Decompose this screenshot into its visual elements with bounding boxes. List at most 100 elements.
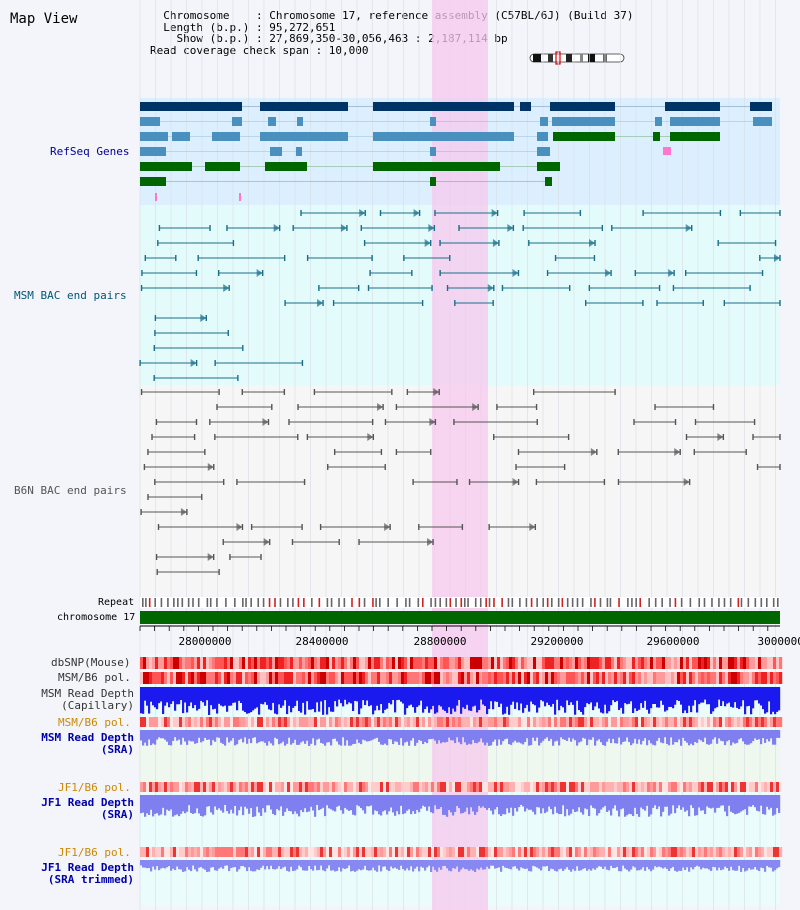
heat-cell — [641, 782, 645, 792]
depth-bar — [246, 687, 249, 714]
heat-cell — [590, 657, 594, 669]
heat-cell — [446, 717, 450, 727]
heat-cell — [506, 782, 510, 792]
heat-cell — [662, 672, 666, 684]
heat-cell — [278, 657, 282, 669]
depth-bar — [280, 687, 283, 708]
track-label-msm-depth-capillary[interactable]: MSM Read Depth (Capillary) — [41, 688, 134, 712]
track-label-jf1-depth-trimmed[interactable]: JF1 Read Depth (SRA trimmed) — [41, 862, 134, 886]
depth-bar — [392, 795, 395, 813]
heat-cell — [233, 782, 237, 792]
depth-bar — [466, 795, 469, 808]
heat-cell — [155, 847, 159, 857]
depth-bar — [332, 730, 335, 739]
heat-cell — [482, 672, 486, 684]
heat-cell — [167, 782, 171, 792]
depth-bar — [656, 860, 659, 868]
heat-cell — [254, 672, 258, 684]
depth-bar — [450, 730, 453, 741]
depth-bar — [614, 860, 617, 868]
depth-bar — [676, 730, 679, 743]
depth-bar — [704, 860, 707, 869]
depth-bar — [470, 860, 473, 870]
depth-bar — [450, 687, 453, 715]
track-label-msm-bac[interactable]: MSM BAC end pairs — [14, 289, 127, 302]
depth-bar — [160, 687, 163, 702]
depth-bar — [386, 730, 389, 746]
depth-bar — [674, 795, 677, 814]
heat-cell — [140, 657, 144, 669]
depth-bar — [732, 860, 735, 871]
heat-cell — [179, 847, 183, 857]
depth-bar — [676, 795, 679, 809]
refseq-genes[interactable] — [140, 102, 772, 201]
heat-cell — [185, 782, 189, 792]
heat-cell — [335, 782, 339, 792]
depth-bar — [522, 730, 525, 745]
depth-bar — [344, 687, 347, 700]
depth-bar — [474, 687, 477, 706]
depth-bar — [532, 730, 535, 738]
depth-bar — [736, 860, 739, 871]
heat-cell — [599, 657, 603, 669]
depth-bar — [428, 730, 431, 740]
depth-bar — [244, 730, 247, 738]
depth-bar — [144, 730, 147, 743]
depth-bar — [250, 730, 253, 744]
depth-bar — [374, 795, 377, 811]
heat-cell — [284, 847, 288, 857]
depth-bar — [744, 730, 747, 745]
depth-bar — [764, 730, 767, 743]
depth-bar — [238, 687, 241, 701]
depth-bar — [518, 687, 521, 711]
track-label-msm-pol-2[interactable]: MSM/B6 pol. — [58, 716, 131, 729]
heat-cell — [491, 672, 495, 684]
depth-bar — [270, 795, 273, 810]
track-label-jf1-depth-sra[interactable]: JF1 Read Depth (SRA) — [41, 797, 134, 821]
depth-bar — [724, 795, 727, 812]
track-label-b6n-bac[interactable]: B6N BAC end pairs — [14, 484, 127, 497]
heat-cell — [311, 717, 315, 727]
depth-bar — [222, 687, 225, 707]
heat-cell — [704, 672, 708, 684]
depth-bar — [398, 687, 401, 700]
depth-bar — [150, 730, 153, 746]
depth-bar — [492, 687, 495, 710]
depth-bar — [278, 687, 281, 705]
track-label-jf1-pol-1[interactable]: JF1/B6 pol. — [58, 781, 131, 794]
depth-bar — [642, 687, 645, 708]
heat-cell — [578, 717, 582, 727]
heat-cell — [374, 782, 378, 792]
track-label-jf1-pol-2[interactable]: JF1/B6 pol. — [58, 846, 131, 859]
repeat-mark — [698, 598, 701, 607]
depth-bar — [240, 687, 243, 703]
depth-bar — [498, 687, 501, 707]
depth-bar — [152, 795, 155, 817]
msm-bac-end-pairs[interactable] — [139, 209, 781, 381]
ruler-tick-label: 29600000 — [647, 635, 700, 648]
depth-bar — [306, 730, 309, 741]
depth-bar — [410, 860, 413, 867]
track-label-msm-depth-sra[interactable]: MSM Read Depth (SRA) — [41, 732, 134, 756]
depth-bar — [404, 687, 407, 715]
depth-bar — [610, 687, 613, 706]
depth-bar — [672, 687, 675, 709]
depth-bar — [754, 687, 757, 701]
heat-cell — [644, 717, 648, 727]
track-label-dbsnp[interactable]: dbSNP(Mouse) — [51, 656, 131, 669]
b6n-bac-end-pairs[interactable] — [140, 388, 781, 575]
depth-bar — [202, 687, 205, 703]
depth-bar — [570, 795, 573, 814]
heat-cell — [719, 717, 723, 727]
depth-bar — [696, 795, 699, 816]
heat-cell — [641, 657, 645, 669]
depth-bar — [664, 860, 667, 868]
track-label-refseq[interactable]: RefSeq Genes — [50, 145, 130, 158]
track-label-msm-pol-1[interactable]: MSM/B6 pol. — [58, 671, 131, 684]
depth-bar — [618, 687, 621, 710]
depth-bar — [734, 795, 737, 815]
depth-bar — [456, 730, 459, 738]
depth-bar — [700, 687, 703, 703]
heat-cell — [530, 717, 534, 727]
